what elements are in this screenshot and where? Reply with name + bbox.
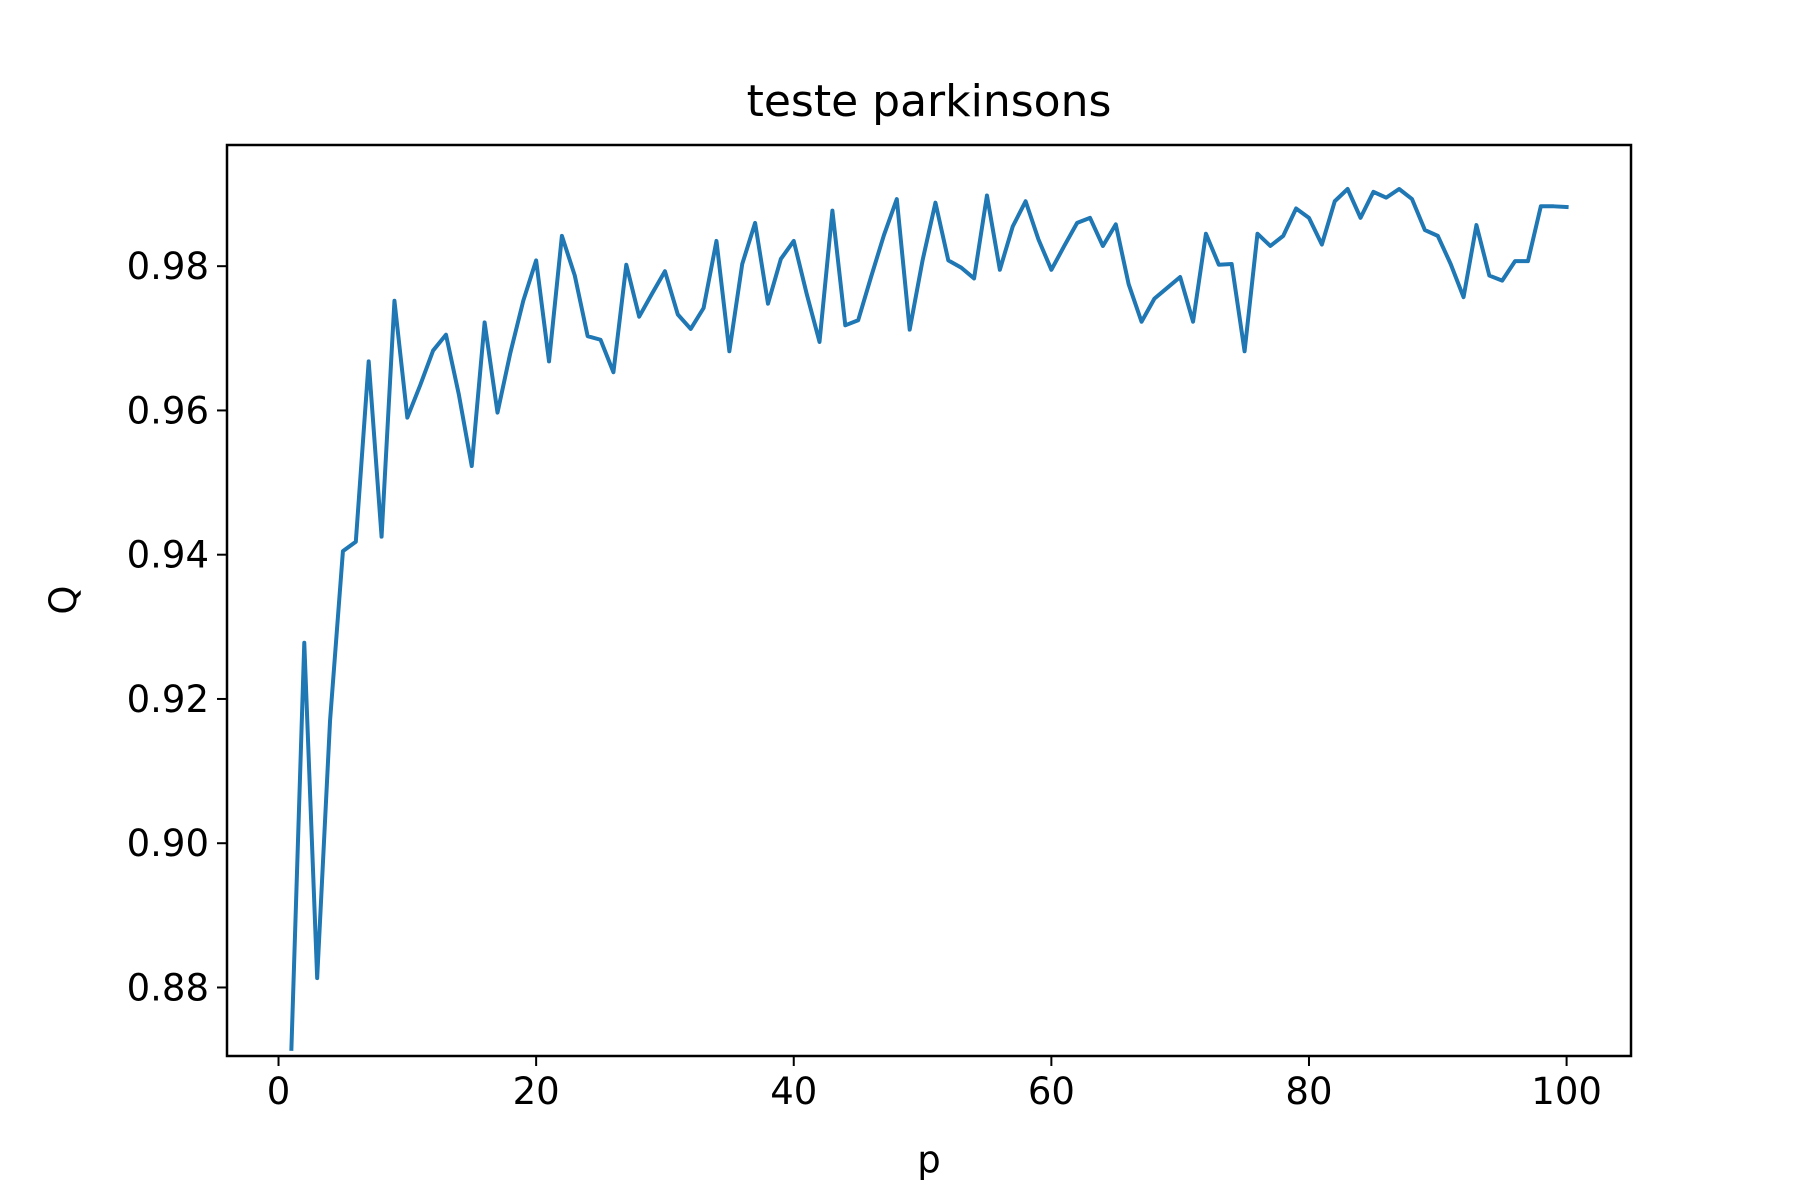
x-tick-label: 0: [267, 1070, 291, 1113]
y-tick-label: 0.98: [127, 245, 209, 288]
chart-title: teste parkinsons: [747, 76, 1112, 127]
y-tick-label: 0.94: [127, 534, 209, 577]
x-tick-label: 40: [770, 1070, 817, 1113]
x-tick-label: 20: [513, 1070, 560, 1113]
x-axis-label: p: [917, 1138, 941, 1181]
plot-area: [289, 187, 1569, 1051]
x-tick-label: 60: [1028, 1070, 1075, 1113]
axes-frame: [225, 143, 1633, 1058]
y-axis-label: Q: [42, 585, 85, 614]
series-line-1: [289, 187, 1569, 1051]
y-tick-label: 0.88: [127, 966, 209, 1009]
y-tick-label: 0.96: [127, 389, 209, 432]
x-tick-label: 100: [1531, 1070, 1602, 1113]
y-tick-label: 0.92: [127, 678, 209, 721]
x-axis: 0 20 40 60 80 100: [267, 1056, 1602, 1113]
x-tick-label: 80: [1285, 1070, 1332, 1113]
y-axis: 0.88 0.90 0.92 0.94 0.96 0.98: [127, 245, 227, 1009]
y-tick-label: 0.90: [127, 822, 209, 865]
